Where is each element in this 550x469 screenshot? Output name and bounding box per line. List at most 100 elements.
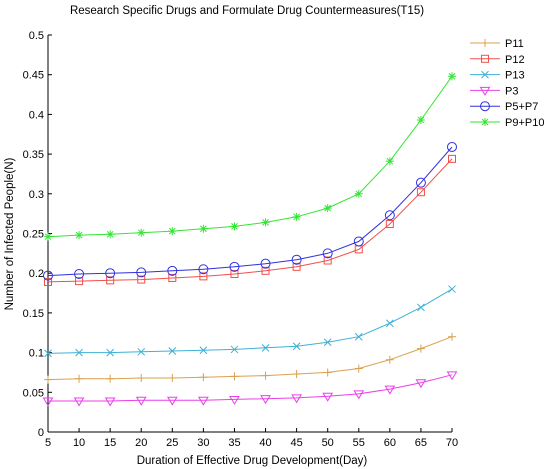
data-point	[137, 228, 146, 237]
data-point	[448, 154, 456, 163]
x-tick-label: 5	[45, 437, 51, 449]
y-axis: 0 0.05 0.1 0.15 0.2 0.25 0.3 0.35 0.4 0.45 0.5	[23, 30, 52, 439]
x-tick-label: 60	[384, 437, 396, 449]
legend-marker	[479, 86, 491, 96]
legend-item: P13	[470, 70, 525, 82]
data-point	[44, 232, 52, 241]
data-point	[416, 344, 425, 353]
legend-marker	[481, 70, 489, 79]
data-point	[166, 396, 178, 406]
data-point	[137, 347, 146, 356]
data-point	[354, 364, 363, 373]
series-p5-p7	[43, 141, 457, 281]
data-point	[448, 332, 456, 341]
data-point	[323, 256, 332, 265]
x-tick-label: 70	[446, 437, 458, 449]
data-point	[416, 115, 425, 124]
y-tick-label: 0.5	[29, 30, 44, 42]
legend-item: P12	[470, 54, 525, 66]
legend-item: P3	[470, 85, 518, 97]
data-point	[260, 395, 271, 405]
data-point	[106, 348, 115, 357]
data-point	[199, 224, 208, 233]
data-point	[261, 371, 270, 380]
legend-label: P12	[505, 54, 525, 66]
data-point	[75, 231, 84, 240]
x-tick-label: 40	[259, 437, 271, 449]
series-p3	[42, 371, 458, 407]
y-tick-label: 0.1	[29, 348, 44, 360]
data-point	[229, 395, 240, 405]
data-point	[73, 397, 85, 407]
data-point	[384, 210, 395, 221]
data-point	[137, 374, 146, 383]
series-line	[47, 288, 453, 354]
x-tick-label: 65	[415, 437, 427, 449]
legend-marker	[480, 101, 490, 112]
data-point	[447, 141, 457, 152]
legend-label: P9+P10	[505, 117, 544, 129]
data-point	[106, 374, 115, 383]
y-tick-label: 0.15	[23, 308, 44, 320]
data-point	[230, 345, 239, 354]
y-tick-label: 0.45	[23, 70, 44, 82]
legend-label: P13	[505, 70, 525, 82]
data-point	[417, 303, 425, 312]
data-point	[292, 370, 301, 379]
data-point	[168, 273, 177, 282]
y-tick-label: 0.05	[23, 387, 44, 399]
data-point	[44, 277, 52, 286]
data-point	[198, 396, 209, 406]
data-point	[168, 227, 177, 236]
legend-label: P11	[505, 38, 524, 50]
data-point	[104, 397, 116, 407]
x-tick-label: 45	[290, 437, 302, 449]
series-layer	[42, 72, 458, 407]
legend-marker	[481, 54, 489, 63]
series-p9-p10	[44, 72, 456, 241]
series-line	[47, 158, 453, 283]
data-point	[75, 277, 84, 286]
y-tick-label: 0.3	[29, 189, 44, 201]
series-p13	[44, 285, 456, 358]
x-tick-label: 55	[353, 437, 365, 449]
y-tick-label: 0	[38, 427, 44, 439]
data-point	[292, 342, 301, 351]
data-point	[354, 189, 363, 198]
data-point	[385, 355, 394, 364]
data-point	[137, 275, 146, 284]
data-point	[75, 374, 84, 383]
data-point	[261, 218, 270, 227]
data-point	[291, 394, 302, 404]
data-point	[448, 285, 456, 293]
data-point	[168, 374, 177, 383]
data-point	[292, 262, 301, 271]
data-point	[354, 332, 363, 341]
x-tick-label: 35	[228, 437, 240, 449]
data-point	[323, 338, 332, 347]
series-p11	[44, 332, 456, 384]
data-point	[230, 372, 239, 381]
x-tick-label: 15	[104, 437, 116, 449]
legend-marker	[481, 118, 489, 126]
data-point	[353, 236, 364, 247]
data-point	[385, 157, 394, 166]
legend: P11 P12 P13 P3 P5+P7 P9+P10	[470, 38, 544, 129]
series-line	[47, 76, 453, 238]
data-point	[44, 349, 52, 358]
legend-item: P9+P10	[470, 117, 544, 129]
series-line	[48, 374, 453, 402]
data-point	[43, 270, 53, 281]
y-tick-label: 0.4	[29, 109, 44, 121]
legend-label: P3	[505, 85, 518, 97]
data-point	[230, 269, 239, 278]
y-tick-label: 0.25	[23, 229, 44, 241]
x-tick-label: 50	[322, 437, 334, 449]
data-point	[261, 343, 270, 352]
data-point	[292, 212, 301, 221]
data-point	[261, 266, 270, 275]
x-tick-label: 10	[73, 437, 85, 449]
x-tick-label: 30	[197, 437, 209, 449]
legend-marker	[481, 39, 489, 47]
